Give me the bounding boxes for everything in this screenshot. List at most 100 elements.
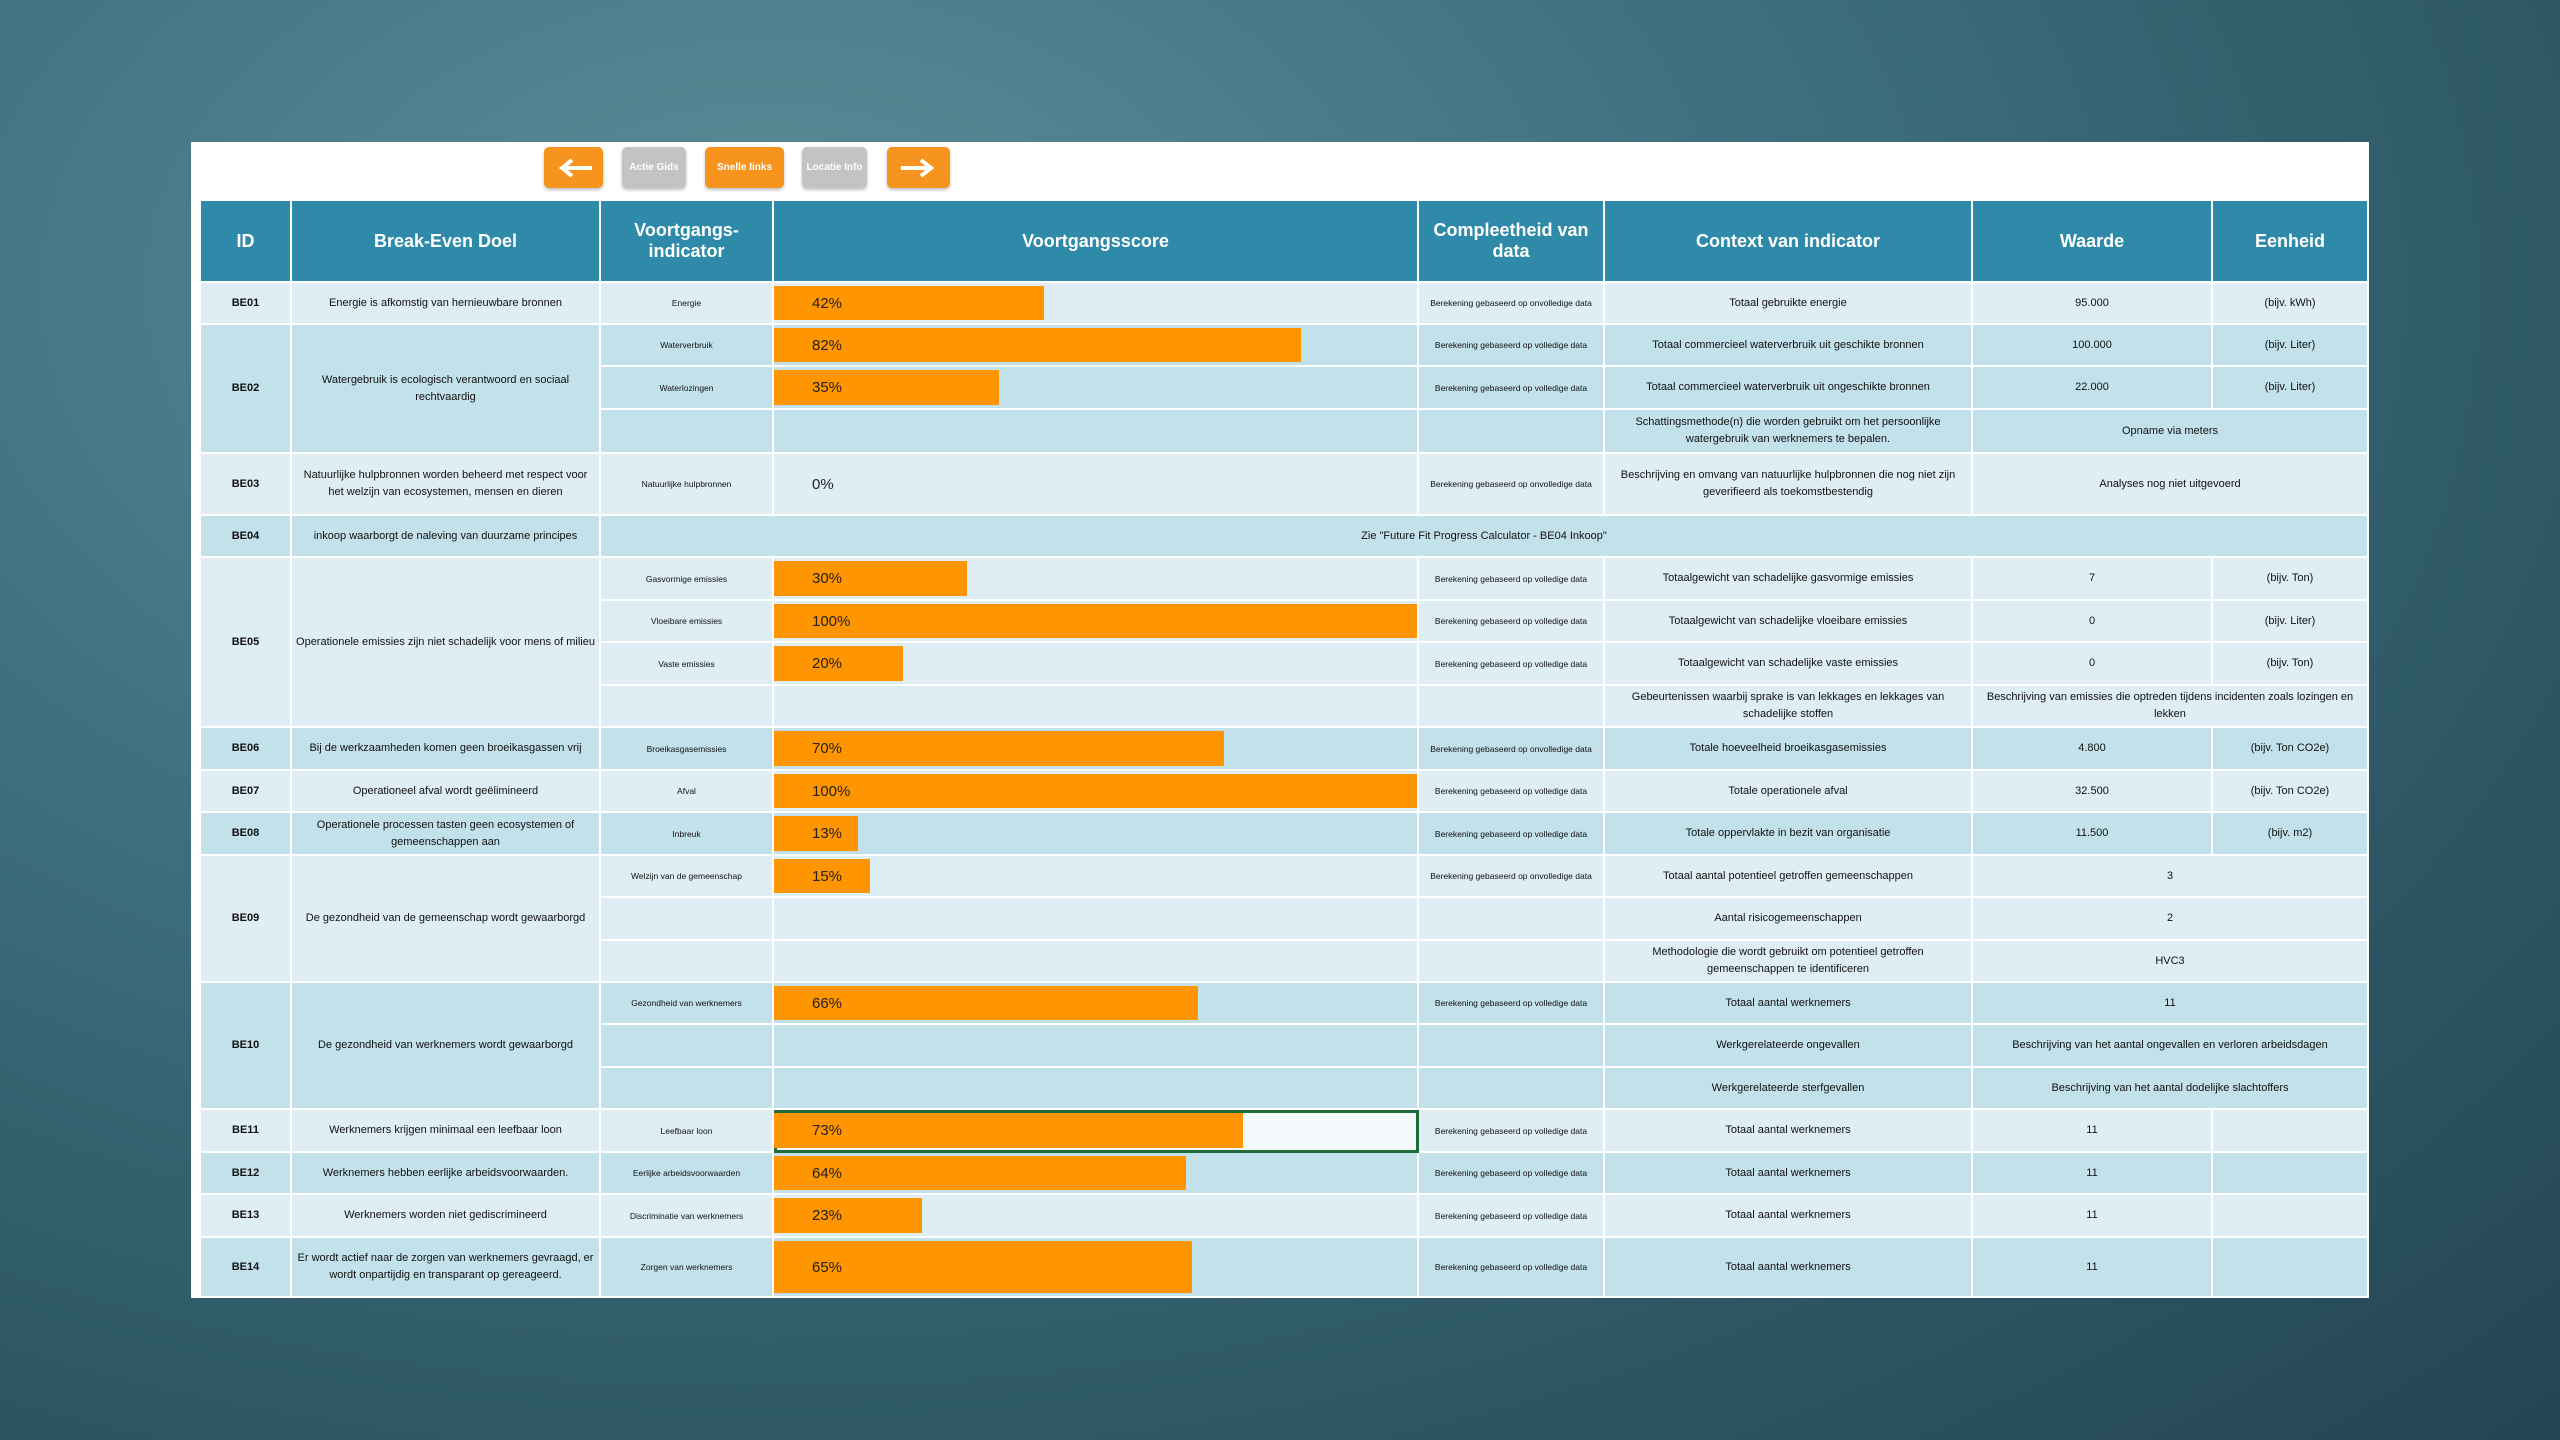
- completeness: [1419, 410, 1605, 454]
- progress-bar: [774, 328, 1302, 362]
- progress-bar: [774, 816, 858, 851]
- completeness: Berekening gebaseerd op onvolledige data: [1419, 454, 1605, 516]
- row-id: BE11: [201, 1110, 292, 1153]
- progress-bar: [774, 1241, 1192, 1293]
- indicator: Discriminatie van werknemers: [601, 1195, 774, 1238]
- score-label: 15%: [812, 867, 843, 885]
- indicator: Gasvormige emissies: [601, 558, 774, 601]
- progress-bar: [774, 731, 1225, 766]
- completeness: [1419, 686, 1605, 728]
- goal: Operationeel afval wordt geëlimineerd: [292, 771, 601, 813]
- goal: Operationele emissies zijn niet schadeli…: [292, 558, 601, 728]
- score-label: 42%: [812, 294, 843, 312]
- arrow-right-icon: [900, 157, 934, 178]
- score-label: 0%: [812, 475, 834, 493]
- row-id: BE01: [201, 283, 292, 325]
- progress-bar: [774, 859, 871, 893]
- goal: Energie is afkomstig van hernieuwbare br…: [292, 283, 601, 325]
- value: 11: [1973, 1153, 2213, 1195]
- score-label: 100%: [812, 612, 851, 630]
- value: 11: [1973, 1195, 2213, 1238]
- column-header: Compleetheid van data: [1419, 201, 1605, 283]
- indicator: Vaste emissies: [601, 643, 774, 686]
- context: Totaal commercieel waterverbruik uit ges…: [1605, 325, 1973, 367]
- back-button[interactable]: [544, 147, 603, 188]
- value: 11.500: [1973, 813, 2213, 856]
- row-id: BE02: [201, 325, 292, 454]
- indicator: [601, 410, 774, 454]
- indicator: [601, 1068, 774, 1110]
- score-label: 35%: [812, 379, 843, 396]
- completeness: Berekening gebaseerd op volledige data: [1419, 771, 1605, 813]
- indicator: Eerlijke arbeidsvoorwaarden: [601, 1153, 774, 1195]
- unit: (bijv. Liter): [2213, 325, 2369, 367]
- value: 32.500: [1973, 771, 2213, 813]
- progress-bar: [774, 646, 903, 681]
- progress-score: [774, 898, 1419, 941]
- completeness: Berekening gebaseerd op volledige data: [1419, 1238, 1605, 1298]
- progress-bar: [774, 1113, 1244, 1148]
- toolbar-button[interactable]: Actie Gids: [622, 147, 686, 188]
- completeness: Berekening gebaseerd op onvolledige data: [1419, 728, 1605, 771]
- completeness: Berekening gebaseerd op volledige data: [1419, 1110, 1605, 1153]
- context: Totaal aantal werknemers: [1605, 1195, 1973, 1238]
- completeness: Berekening gebaseerd op onvolledige data: [1419, 283, 1605, 325]
- column-header: Context van indicator: [1605, 201, 1973, 283]
- progress-score: [774, 1025, 1419, 1068]
- context: Totaal commercieel waterverbruik uit ong…: [1605, 367, 1973, 410]
- indicator: Gezondheid van werknemers: [601, 983, 774, 1025]
- row-id: BE12: [201, 1153, 292, 1195]
- context: Totaal aantal werknemers: [1605, 1110, 1973, 1153]
- completeness: Berekening gebaseerd op volledige data: [1419, 1195, 1605, 1238]
- progress-score: 66%: [774, 983, 1419, 1025]
- context: Totaalgewicht van schadelijke gasvormige…: [1605, 558, 1973, 601]
- score-label: 23%: [812, 1207, 843, 1224]
- forward-button[interactable]: [887, 147, 950, 188]
- completeness: Berekening gebaseerd op volledige data: [1419, 813, 1605, 856]
- value: 4.800: [1973, 728, 2213, 771]
- toolbar-button[interactable]: Locatie Info: [802, 147, 867, 188]
- unit: (bijv. Ton): [2213, 643, 2369, 686]
- progress-bar: [774, 561, 967, 596]
- row-id: BE04: [201, 516, 292, 558]
- context: Aantal risicogemeenschappen: [1605, 898, 1973, 941]
- value: 22.000: [1973, 367, 2213, 410]
- indicator: [601, 941, 774, 983]
- goal: Natuurlijke hulpbronnen worden beheerd m…: [292, 454, 601, 516]
- progress-score: 64%: [774, 1153, 1419, 1195]
- unit: [2213, 1153, 2369, 1195]
- value-unit: Beschrijving van het aantal ongevallen e…: [1973, 1025, 2369, 1068]
- context: Beschrijving en omvang van natuurlijke h…: [1605, 454, 1973, 516]
- indicator: [601, 1025, 774, 1068]
- context: Totaal aantal werknemers: [1605, 983, 1973, 1025]
- value: 11: [1973, 1110, 2213, 1153]
- indicator: Broeikasgasemissies: [601, 728, 774, 771]
- value-unit: 2: [1973, 898, 2369, 941]
- goal: Werknemers worden niet gediscrimineerd: [292, 1195, 601, 1238]
- indicator: [601, 898, 774, 941]
- goal: De gezondheid van de gemeenschap wordt g…: [292, 856, 601, 983]
- progress-bar: [774, 774, 1417, 808]
- goal: De gezondheid van werknemers wordt gewaa…: [292, 983, 601, 1110]
- indicator: Waterverbruik: [601, 325, 774, 367]
- score-label: 13%: [812, 825, 843, 842]
- progress-score: 100%: [774, 601, 1419, 643]
- value-unit: 3: [1973, 856, 2369, 898]
- column-header: Voortgangsscore: [774, 201, 1419, 283]
- row-id: BE07: [201, 771, 292, 813]
- row-id: BE08: [201, 813, 292, 856]
- value-unit: Beschrijving van emissies die optreden t…: [1973, 686, 2369, 728]
- progress-score: 70%: [774, 728, 1419, 771]
- indicator: Energie: [601, 283, 774, 325]
- value: 0: [1973, 643, 2213, 686]
- value-unit: Opname via meters: [1973, 410, 2369, 454]
- indicator: Zorgen van werknemers: [601, 1238, 774, 1298]
- progress-bar: [774, 604, 1417, 638]
- toolbar-button[interactable]: Snelle links: [705, 147, 784, 188]
- progress-score: [774, 941, 1419, 983]
- context: Werkgerelateerde ongevallen: [1605, 1025, 1973, 1068]
- unit: (bijv. kWh): [2213, 283, 2369, 325]
- note: Zie "Future Fit Progress Calculator - BE…: [601, 516, 2369, 558]
- context: Totaalgewicht van schadelijke vloeibare …: [1605, 601, 1973, 643]
